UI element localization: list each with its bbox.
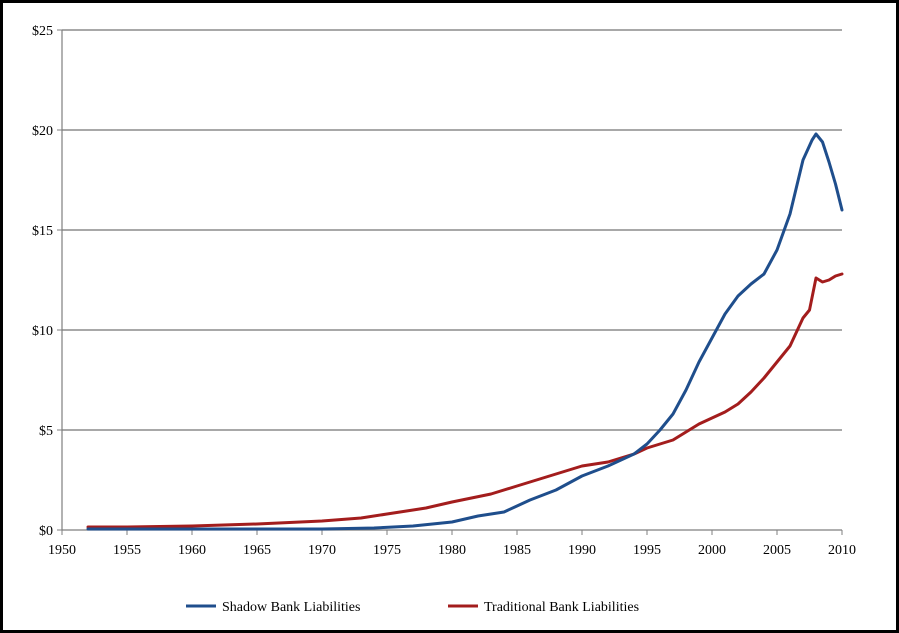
y-tick-label: $10 <box>32 324 53 339</box>
legend: Shadow Bank Liabilities Traditional Bank… <box>186 600 639 615</box>
series-line-shadow-bank <box>86 132 844 531</box>
y-tick-label: $15 <box>32 224 53 239</box>
y-tick-label: $0 <box>39 524 53 539</box>
x-tick-label: 1970 <box>308 543 336 558</box>
gridlines <box>62 29 842 431</box>
x-tick-label: 2010 <box>828 543 856 558</box>
x-tick-label: 1995 <box>633 543 661 558</box>
x-tick-label: 2000 <box>698 543 726 558</box>
y-tick-label: $20 <box>32 124 53 139</box>
x-tick-label: 1950 <box>48 543 76 558</box>
axes <box>57 29 843 535</box>
tick-labels: $0 $5 $10 $15 $20 $25 1950 1955 1960 1965 1970 1975… <box>32 24 856 558</box>
series-line-traditional-bank <box>86 272 844 529</box>
x-tick-label: 1955 <box>113 543 141 558</box>
x-tick-label: 1990 <box>568 543 596 558</box>
x-tick-label: 1980 <box>438 543 466 558</box>
x-tick-label: 1960 <box>178 543 206 558</box>
x-tick-label: 1965 <box>243 543 271 558</box>
y-tick-label: $5 <box>39 424 53 439</box>
legend-label-shadow-bank: Shadow Bank Liabilities <box>222 600 360 615</box>
x-tick-label: 1985 <box>503 543 531 558</box>
x-tick-label: 2005 <box>763 543 791 558</box>
y-tick-label: $25 <box>32 24 53 39</box>
series-lines <box>86 132 844 531</box>
legend-label-traditional-bank: Traditional Bank Liabilities <box>484 600 639 615</box>
x-tick-label: 1975 <box>373 543 401 558</box>
